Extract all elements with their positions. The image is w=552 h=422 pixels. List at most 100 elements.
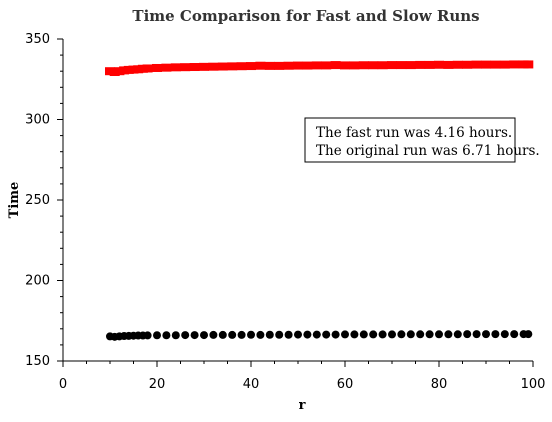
x-tick-label: 20	[149, 377, 166, 392]
x-tick-label: 0	[59, 377, 67, 392]
data-point-square	[264, 61, 275, 70]
data-point-square	[481, 60, 491, 69]
data-point-circle	[143, 331, 152, 340]
data-point-circle	[312, 330, 321, 339]
y-tick-label: 250	[25, 193, 50, 208]
data-point-square	[217, 62, 228, 71]
data-point-square	[424, 60, 435, 69]
data-point-square	[368, 61, 379, 70]
x-tick-label: 60	[337, 377, 354, 392]
data-point-square	[509, 60, 520, 69]
data-point-circle	[510, 330, 519, 339]
data-point-circle	[256, 330, 265, 339]
data-point-square	[490, 60, 501, 69]
y-tick-label: 300	[25, 113, 50, 128]
data-point-square	[302, 61, 313, 70]
data-point-square	[358, 61, 369, 70]
data-point-square	[311, 61, 322, 70]
y-tick-label: 200	[25, 274, 50, 289]
data-point-square	[227, 62, 238, 71]
data-point-circle	[341, 330, 349, 339]
data-point-square	[462, 60, 473, 69]
data-point-square	[434, 60, 444, 69]
annotation-line-fast: The fast run was 4.16 hours.	[316, 125, 512, 141]
data-point-circle	[284, 330, 293, 339]
data-point-circle	[416, 330, 425, 339]
data-point-circle	[200, 331, 208, 340]
y-axis-ticks: 150 200 250 300 350	[25, 32, 63, 369]
data-point-square	[283, 61, 294, 70]
data-point-circle	[369, 330, 378, 339]
data-point-circle	[171, 331, 180, 340]
data-point-square	[415, 60, 426, 69]
data-point-square	[274, 61, 285, 70]
data-point-circle	[463, 330, 472, 339]
series-fast-run	[106, 330, 533, 341]
data-point-square	[349, 61, 360, 70]
data-point-square	[255, 61, 266, 70]
data-point-circle	[190, 331, 199, 340]
data-point-circle	[265, 330, 274, 339]
data-point-square	[246, 62, 256, 71]
data-point-circle	[247, 330, 255, 339]
data-point-square	[377, 61, 388, 70]
data-point-circle	[162, 331, 171, 340]
x-axis-label: r	[299, 398, 306, 413]
x-tick-label: 100	[521, 377, 546, 392]
data-point-circle	[472, 330, 481, 339]
data-point-circle	[425, 330, 434, 339]
data-point-square	[396, 61, 407, 70]
data-point-circle	[228, 330, 237, 339]
data-point-circle	[209, 330, 218, 339]
data-point-square	[340, 61, 350, 70]
data-point-square	[161, 63, 172, 72]
data-point-square	[452, 60, 463, 69]
data-point-circle	[359, 330, 368, 339]
data-point-circle	[524, 330, 533, 339]
data-point-square	[387, 61, 397, 70]
y-tick-label: 150	[25, 354, 50, 369]
data-point-circle	[397, 330, 406, 339]
data-point-square	[330, 61, 341, 70]
data-point-circle	[453, 330, 462, 339]
data-point-square	[142, 64, 153, 73]
x-axis-ticks: 0 20 40 60 80 100	[59, 361, 546, 392]
data-point-square	[180, 63, 191, 72]
data-point-circle	[444, 330, 453, 339]
data-point-square	[443, 60, 454, 69]
data-point-circle	[218, 330, 227, 339]
data-point-square	[189, 63, 200, 72]
data-point-circle	[322, 330, 331, 339]
data-point-circle	[378, 330, 387, 339]
data-point-circle	[482, 330, 490, 339]
data-point-square	[199, 62, 209, 71]
data-point-circle	[406, 330, 415, 339]
data-point-circle	[491, 330, 500, 339]
data-point-circle	[350, 330, 359, 339]
data-point-square	[471, 60, 482, 69]
data-point-circle	[331, 330, 340, 339]
data-point-square	[152, 63, 162, 72]
annotation-box: The fast run was 4.16 hours. The origina…	[304, 117, 540, 163]
data-point-circle	[237, 330, 246, 339]
annotation-line-original: The original run was 6.71 hours.	[316, 143, 540, 159]
plot-area	[105, 60, 534, 341]
data-point-square	[293, 61, 303, 70]
data-point-circle	[294, 330, 302, 339]
x-tick-label: 80	[431, 377, 448, 392]
data-point-square	[499, 60, 510, 69]
series-slow-run	[105, 60, 534, 77]
annotation-frame	[304, 117, 516, 163]
data-point-square	[405, 61, 416, 70]
y-axis-label: Time	[7, 182, 22, 219]
data-point-circle	[275, 330, 284, 339]
data-point-circle	[303, 330, 312, 339]
data-point-circle	[500, 330, 509, 339]
data-point-square	[523, 60, 534, 69]
x-tick-label: 40	[243, 377, 260, 392]
y-tick-label: 350	[25, 32, 50, 47]
chart-title: Time Comparison for Fast and Slow Runs	[132, 7, 479, 25]
data-point-square	[208, 62, 219, 71]
data-point-square	[236, 62, 247, 71]
